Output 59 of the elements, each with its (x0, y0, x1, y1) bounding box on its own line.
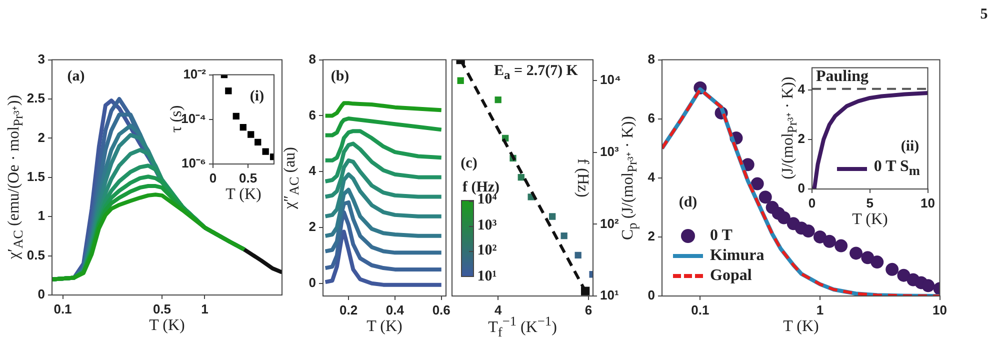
x-tick-label: 0.4 (386, 302, 405, 318)
x-tick-label: 1 (816, 302, 824, 318)
x-axis-title: T (K) (366, 318, 402, 336)
x-tick-label: 0.2 (339, 302, 358, 318)
y-tick-label: 6 (308, 107, 316, 122)
y-tick-label: 2 (38, 130, 45, 145)
legend-label: Kimura (710, 247, 764, 265)
y-tick-label: 10⁴ (600, 72, 621, 88)
y-tick-label: 0 (38, 286, 45, 302)
annotation: (c) (460, 156, 478, 172)
y-tick-label: 10⁻⁶ (182, 156, 206, 171)
y-tick-label: 6 (648, 110, 655, 126)
y-tick-label: 8 (308, 51, 316, 66)
x-tick-label: 0.1 (54, 301, 72, 316)
annotation: 10¹ (477, 268, 497, 286)
x-tick-label: 10 (920, 195, 936, 210)
y-tick-label: 1 (38, 208, 45, 224)
y-tick-label: 10² (600, 216, 620, 231)
y-axis-title: f (Hz) (573, 158, 591, 197)
x-tick-label: 5 (866, 195, 874, 210)
x-axis-title: T (K) (852, 211, 888, 229)
y-tick-label: 2.5 (26, 90, 45, 106)
x-axis-title: T (K) (783, 318, 819, 336)
y-tick-label: 2 (798, 131, 805, 146)
annotation: (ii) (900, 138, 920, 156)
y-tick-label: 2 (308, 219, 316, 234)
y-tick-label: 2 (648, 228, 655, 244)
x-tick-label: 10 (932, 302, 948, 318)
y-tick-label: 0 (798, 180, 805, 196)
y-tick-label: 1.5 (26, 168, 45, 184)
y-tick-label: 8 (648, 51, 655, 66)
annotation: (d) (678, 194, 698, 212)
y-tick-label: 10⁻² (183, 66, 207, 82)
y-tick-label: 0 (308, 275, 316, 290)
y-tick-label: 0 (648, 288, 655, 303)
x-axis-title: T (K) (226, 186, 262, 204)
y-tick-label: 10⁻⁴ (181, 110, 206, 126)
annotation: 10³ (477, 218, 497, 234)
annotation: (i) (250, 88, 264, 106)
y-tick-label: 10¹ (600, 288, 619, 303)
legend-label: Gopal (710, 267, 752, 285)
x-axis-title: T (K) (149, 317, 185, 335)
text: 5 (980, 6, 988, 24)
annotation: E$_{a}$ = 2.7(7) K (494, 63, 578, 83)
x-tick-label: 0.6 (432, 302, 450, 318)
y-tick-label: 0.5 (26, 247, 45, 262)
annotation: (a) (67, 68, 85, 86)
annotation: 10² (477, 242, 497, 260)
y-tick-label: 3 (38, 51, 45, 66)
x-tick-label: 0.1 (691, 302, 710, 318)
y-tick-label: 4 (798, 82, 806, 97)
ref-line-label: Pauling (816, 68, 868, 86)
annotation: (b) (330, 68, 350, 86)
legend-label: 0 T (710, 227, 732, 245)
x-tick-label: 0 (808, 195, 816, 210)
x-tick-label: 6 (584, 302, 592, 318)
x-tick-label: 0.5 (152, 301, 172, 316)
y-tick-label: 10³ (600, 144, 620, 159)
legend-label: 0 T S$_{m}$ (874, 158, 920, 180)
